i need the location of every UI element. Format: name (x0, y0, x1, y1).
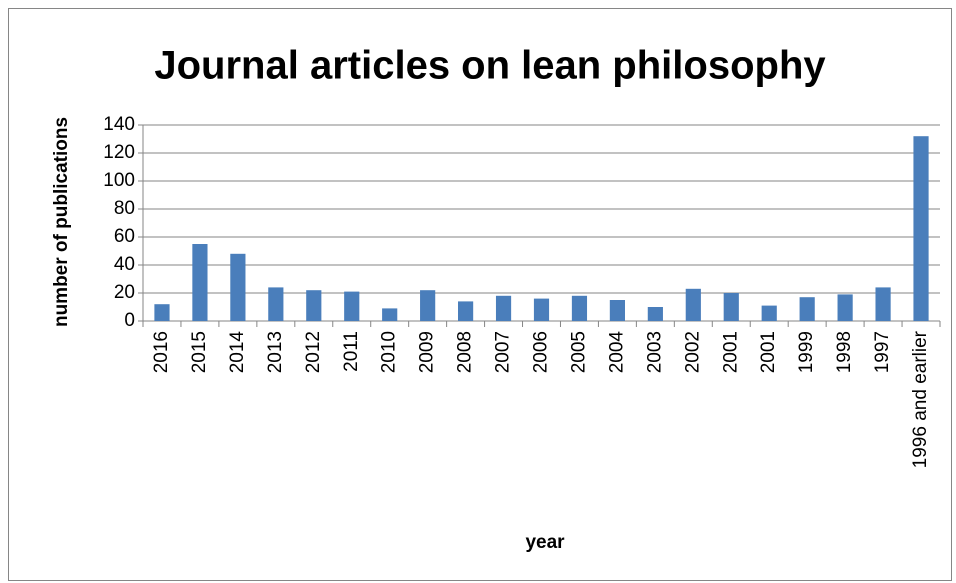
x-tick-label: 1999 (796, 331, 817, 373)
x-tick-label: 2013 (265, 331, 286, 373)
x-tick-label: 2011 (341, 331, 362, 372)
x-tick-label: 2012 (303, 331, 324, 373)
x-tick-label: 2003 (644, 331, 665, 373)
bar (458, 301, 474, 321)
y-tick-label: 120 (103, 142, 135, 163)
bar (306, 290, 322, 321)
y-tick-label: 0 (124, 310, 135, 331)
bar (382, 308, 398, 321)
y-tick-label: 20 (114, 282, 135, 303)
x-tick-label: 2006 (531, 331, 552, 373)
x-tick-label: 2004 (606, 331, 627, 374)
y-axis-label: number of publications (51, 117, 72, 327)
bar (837, 294, 853, 321)
chart-title: Journal articles on lean philosophy (154, 44, 826, 88)
x-tick-label: 2015 (189, 331, 210, 373)
x-tick-label: 2014 (227, 331, 248, 374)
bar (647, 307, 663, 321)
chart-border (8, 8, 952, 581)
y-tick-label: 80 (114, 198, 135, 219)
bar (875, 287, 891, 321)
bar (609, 300, 625, 321)
x-tick-label: 1996 and earlier (910, 330, 931, 468)
x-tick-label: 2005 (568, 331, 589, 373)
bar (913, 136, 929, 321)
bar (799, 297, 815, 321)
bar (685, 288, 701, 321)
bar (230, 253, 246, 321)
y-tick-label: 140 (103, 114, 135, 135)
x-tick-label: 2016 (151, 331, 172, 373)
x-tick-label: 2009 (417, 331, 438, 373)
x-tick-label: 2001 (758, 331, 779, 373)
bar (495, 295, 512, 321)
bar (420, 290, 436, 321)
x-tick-label: 1997 (872, 331, 893, 373)
bar (344, 291, 360, 321)
x-tick-label: 2007 (493, 331, 514, 373)
bar (723, 293, 739, 321)
y-tick-label: 60 (114, 226, 135, 247)
bar (192, 244, 208, 321)
x-tick-label: 2008 (455, 331, 476, 373)
x-tick-label: 1998 (834, 331, 855, 373)
bar (268, 287, 284, 321)
x-tick-label: 2010 (379, 331, 400, 373)
bar (533, 298, 550, 321)
x-axis-label: year (525, 532, 565, 553)
bar (571, 295, 588, 321)
bar (761, 305, 777, 321)
x-tick-label: 2002 (682, 331, 703, 373)
x-tick-label: 2001 (720, 331, 741, 373)
bar (154, 304, 170, 321)
y-tick-label: 100 (103, 170, 135, 191)
y-tick-label: 40 (114, 254, 135, 275)
